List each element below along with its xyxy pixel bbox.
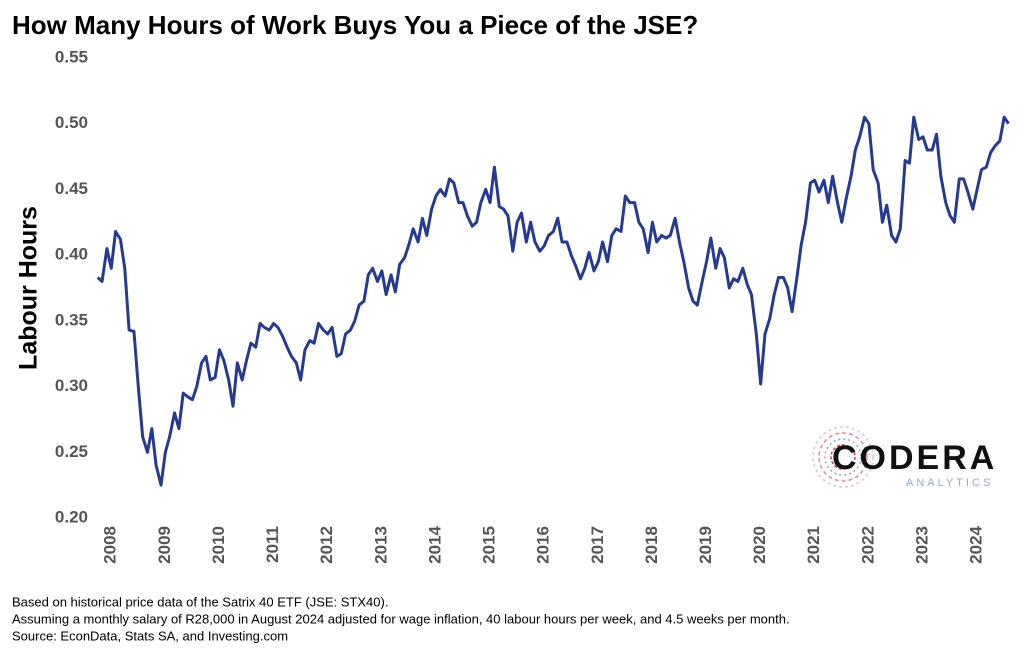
x-tick-label: 2023	[912, 526, 931, 564]
y-tick-label: 0.55	[55, 47, 88, 66]
x-tick-label: 2010	[209, 526, 228, 564]
footnote: Assuming a monthly salary of R28,000 in …	[12, 611, 790, 626]
x-tick-label: 2013	[371, 526, 390, 564]
x-tick-label: 2016	[534, 526, 553, 564]
y-tick-label: 0.45	[55, 179, 88, 198]
x-tick-label: 2008	[101, 526, 120, 564]
x-tick-label: 2024	[967, 525, 986, 563]
footnote: Based on historical price data of the Sa…	[12, 594, 388, 609]
footnote: Source: EconData, Stats SA, and Investin…	[12, 628, 288, 643]
x-tick-label: 2011	[263, 526, 282, 563]
x-tick-label: 2018	[642, 526, 661, 564]
x-tick-label: 2021	[804, 526, 823, 564]
y-tick-label: 0.35	[55, 310, 88, 329]
line-series	[96, 115, 1010, 487]
y-tick-label: 0.25	[55, 442, 88, 461]
logo-sub: ANALYTICS	[906, 477, 993, 489]
x-tick-label: 2014	[425, 525, 444, 563]
x-tick-label: 2015	[480, 526, 499, 564]
x-tick-label: 2012	[317, 526, 336, 564]
y-tick-label: 0.20	[55, 507, 88, 526]
y-axis-label: Labour Hours	[15, 206, 43, 370]
logo-name: CODERA	[832, 439, 997, 477]
y-tick-label: 0.40	[55, 245, 88, 264]
x-tick-label: 2020	[750, 526, 769, 564]
x-tick-label: 2022	[858, 526, 877, 564]
logo-mark	[812, 426, 874, 488]
x-tick-label: 2019	[696, 526, 715, 564]
y-tick-label: 0.30	[55, 376, 88, 395]
chart-title: How Many Hours of Work Buys You a Piece …	[12, 10, 698, 40]
x-tick-label: 2017	[588, 526, 607, 564]
x-tick-label: 2009	[155, 526, 174, 564]
y-tick-label: 0.50	[55, 113, 88, 132]
